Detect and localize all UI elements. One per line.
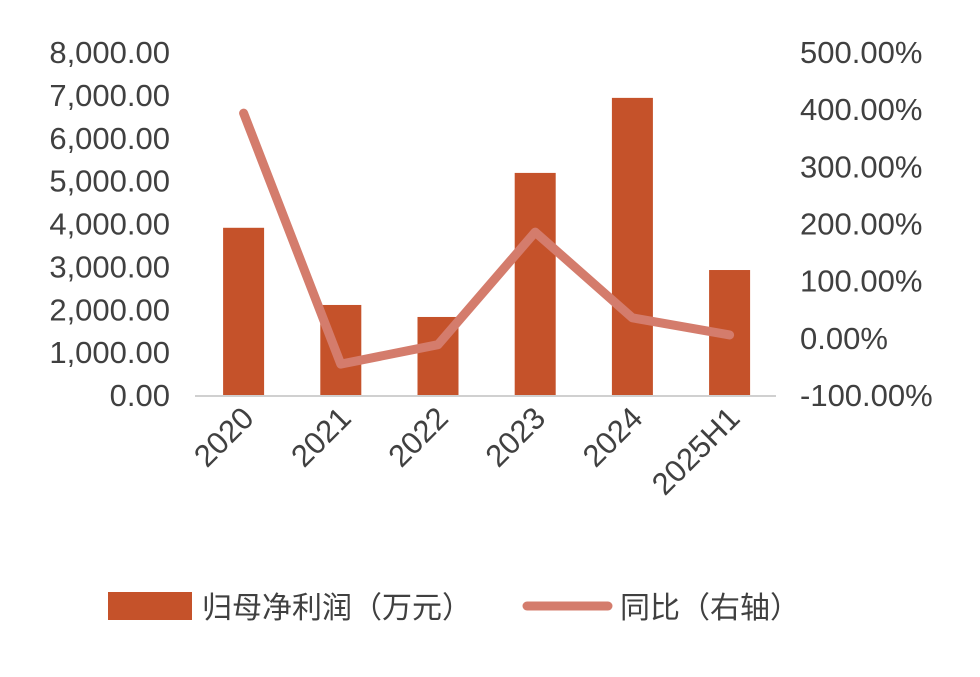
right-tick-label: 300.00% [800, 149, 922, 184]
yoy-line [244, 113, 730, 364]
bar-2024 [612, 98, 653, 395]
x-tick-label: 2021 [284, 400, 358, 474]
x-tick-label: 2025H1 [645, 400, 747, 502]
right-tick-label: 0.00% [800, 321, 888, 356]
legend-line-label: 同比（右轴） [620, 592, 800, 625]
x-tick-label: 2024 [576, 400, 650, 474]
right-tick-label: 500.00% [800, 35, 922, 70]
bars [223, 98, 750, 395]
left-tick-label: 7,000.00 [49, 78, 170, 113]
left-tick-label: 0.00 [110, 378, 170, 413]
left-tick-label: 2,000.00 [49, 292, 170, 327]
left-tick-label: 4,000.00 [49, 207, 170, 242]
left-tick-label: 3,000.00 [49, 249, 170, 284]
right-tick-label: 200.00% [800, 207, 922, 242]
bar-2023 [515, 173, 556, 395]
right-tick-label: -100.00% [800, 378, 933, 413]
left-axis-ticks: 0.00 1,000.00 2,000.00 3,000.00 4,000.00 5,00… [49, 35, 170, 413]
right-axis-ticks: -100.00% 0.00% 100.00% 200.00% 300.00% 400.00… [800, 35, 933, 413]
left-tick-label: 5,000.00 [49, 164, 170, 199]
left-tick-label: 1,000.00 [49, 335, 170, 370]
legend: 归母净利润（万元） 同比（右轴） [108, 592, 800, 625]
x-tick-label: 2022 [381, 400, 455, 474]
line-series [244, 113, 730, 364]
bar-2020 [223, 228, 264, 395]
legend-bar-swatch [108, 592, 192, 620]
legend-bar-label: 归母净利润（万元） [202, 592, 472, 625]
left-tick-label: 6,000.00 [49, 121, 170, 156]
left-tick-label: 8,000.00 [49, 35, 170, 70]
x-tick-label: 2023 [479, 400, 553, 474]
x-tick-label: 2020 [187, 400, 261, 474]
right-tick-label: 100.00% [800, 264, 922, 299]
right-tick-label: 400.00% [800, 92, 922, 127]
